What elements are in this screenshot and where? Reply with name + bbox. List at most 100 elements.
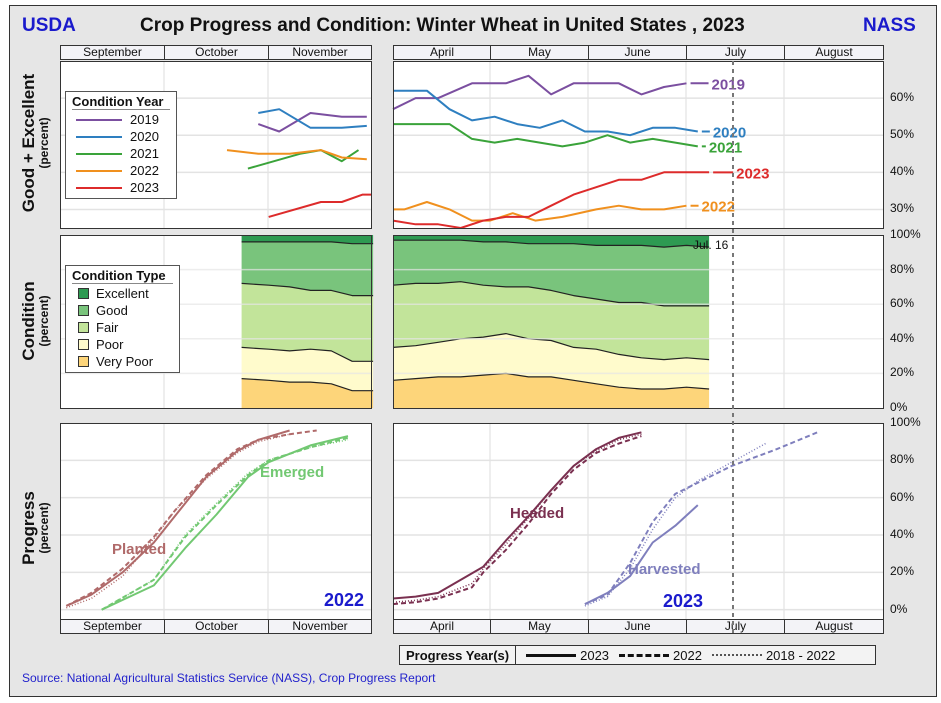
month-label: June: [589, 46, 687, 59]
series-line-2020: [258, 108, 367, 129]
progress-line-emerged-2023: [101, 435, 349, 611]
nass-logo: NASS: [863, 15, 916, 36]
month-label: October: [165, 620, 269, 633]
legend-item-2021: 2021: [72, 145, 170, 162]
progress-line-emerged-2022: [101, 436, 349, 611]
legend-item-2018-2022: 2018 - 2022: [711, 647, 836, 663]
month-label: October: [165, 46, 269, 59]
top-month-axis-left: September October November: [60, 45, 372, 60]
legend-swatch: [78, 356, 89, 367]
ytick-label: 40%: [890, 527, 915, 541]
legend-label: Very Poor: [96, 354, 154, 369]
date-annotation: Jul. 16: [693, 238, 729, 252]
season-year-label-left: 2022: [324, 590, 364, 610]
area-fair: [393, 281, 710, 360]
month-label: August: [815, 619, 853, 633]
plot-border: [393, 423, 884, 620]
series-end-label: 2022: [702, 199, 735, 216]
progress-line-planted-5yr-avg: [66, 433, 290, 609]
ytick-label: 40%: [890, 330, 915, 345]
legend-swatch: [78, 305, 89, 316]
condition-year-legend: Condition Year 2019 2020 2021 2022 2023: [65, 91, 177, 199]
progress-series-label: Harvested: [628, 561, 701, 578]
ytick-label: 100%: [890, 227, 921, 241]
legend-label: 2018 - 2022: [765, 647, 836, 663]
ytick-label: 60%: [890, 296, 915, 311]
legend-label: Good: [96, 303, 128, 318]
legend-swatch: [76, 186, 122, 189]
dotted-line-swatch: [711, 654, 762, 656]
series-end-label: 2021: [709, 139, 742, 156]
legend-item-poor: Poor: [72, 336, 173, 353]
progress-year-legend: Progress Year(s) 2023 2022 2018 - 2022: [399, 645, 876, 665]
series-line-2021: [393, 123, 698, 148]
progress-line-emerged-5yr-avg: [101, 439, 349, 611]
month-label: May: [491, 46, 589, 59]
month-label: September: [61, 620, 165, 633]
month-label: April: [394, 46, 491, 59]
series-line-2023: [392, 171, 710, 229]
legend-label: 2023: [130, 180, 159, 195]
progress-line-planted-2023: [65, 429, 290, 607]
month-label: November: [292, 45, 348, 59]
ytick-label: 30%: [890, 201, 915, 216]
progress-line-headed-2023: [392, 431, 642, 600]
ytick-label: 0%: [890, 601, 908, 616]
ytick-label: 20%: [890, 564, 915, 579]
area-boundary: [241, 282, 374, 297]
month-label: June: [589, 620, 687, 633]
plot-border: [393, 235, 884, 409]
plot-border: [393, 61, 884, 229]
ytick-label: 100%: [890, 415, 921, 429]
area-boundary: [241, 378, 374, 392]
series-line-2023: [268, 193, 371, 218]
month-label: May: [491, 620, 589, 633]
series-end-label: 2020: [713, 125, 746, 142]
area-boundary: [241, 241, 374, 245]
series-end-label: 2019: [712, 76, 745, 93]
plot-border: [60, 61, 372, 229]
legend-swatch: [76, 118, 122, 121]
series-line-2020: [393, 89, 698, 137]
legend-item-2020: 2020: [72, 128, 170, 145]
dashed-line-swatch: [619, 653, 670, 657]
area-good: [241, 241, 374, 296]
ytick-label: 60%: [890, 489, 915, 504]
plot-background: [60, 423, 371, 619]
progress-line-harvested-5yr-avg: [584, 442, 766, 607]
plot-border: [60, 235, 372, 409]
progress-line-harvested-2023: [584, 504, 699, 605]
legend-item-2023: 2023: [72, 179, 170, 196]
legend-swatch: [78, 322, 89, 333]
progress-line-harvested-2022: [584, 431, 818, 606]
source-note: Source: National Agricultural Statistics…: [22, 671, 436, 685]
month-label: July: [687, 620, 785, 633]
legend-item-2022: 2022: [72, 162, 170, 179]
ytick-label: 80%: [890, 261, 915, 276]
legend-item-2022: 2022: [619, 648, 702, 663]
month-label: August: [815, 45, 853, 59]
legend-swatch: [78, 288, 89, 299]
ytick-label: 20%: [890, 365, 915, 380]
usda-logo: USDA: [22, 15, 76, 36]
area-fair: [241, 283, 374, 362]
month-label: November: [292, 619, 348, 633]
progress-line-headed-2022: [392, 435, 642, 606]
chart-title: Crop Progress and Condition: Winter Whea…: [140, 15, 745, 36]
legend-label: Fair: [96, 320, 119, 335]
legend-swatch: [76, 135, 122, 138]
area-boundary: [393, 239, 710, 248]
legend-label: 2021: [130, 146, 159, 161]
progress-series-label: Emerged: [260, 464, 324, 481]
top-month-axis-right: April May June July August: [393, 45, 884, 60]
ytick-label: 0%: [890, 400, 908, 414]
month-label: July: [687, 46, 785, 59]
legend-label: 2019: [130, 112, 159, 127]
legend-label: 2020: [130, 129, 159, 144]
legend-swatch: [78, 339, 89, 350]
legend-swatch: [76, 152, 122, 155]
area-boundary: [392, 333, 710, 361]
plot-border: [60, 423, 372, 620]
legend-title: Progress Year(s): [400, 646, 517, 664]
series-line-2019: [257, 112, 367, 133]
